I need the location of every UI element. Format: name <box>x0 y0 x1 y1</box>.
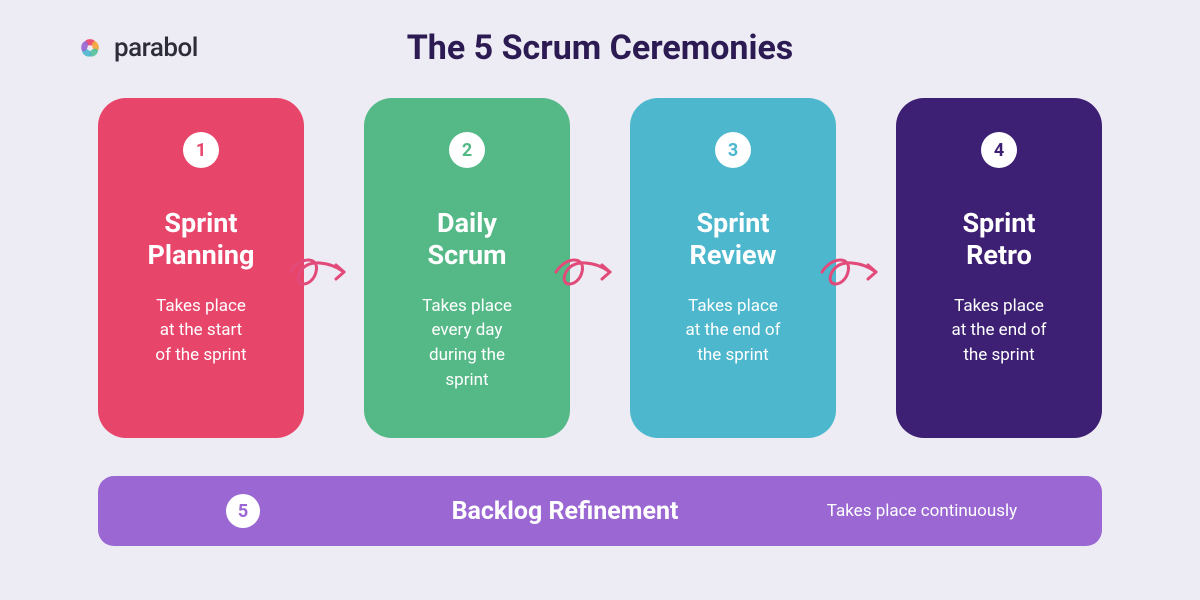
ceremony-title: Daily Scrum <box>427 208 506 272</box>
ceremony-card: 1 Sprint Planning Takes place at the start… <box>98 98 304 438</box>
ceremony-title: Backlog Refinement <box>358 497 772 526</box>
backlog-refinement-bar: 5 Backlog Refinement Takes place continu… <box>98 476 1102 546</box>
footer-badge-wrap: 5 <box>128 494 358 528</box>
ceremony-number: 1 <box>196 140 206 161</box>
ceremony-number: 4 <box>994 140 1004 161</box>
ceremony-number-badge: 4 <box>981 132 1017 168</box>
ceremony-desc: Takes place at the start of the sprint <box>155 294 246 368</box>
ceremony-number-badge: 1 <box>183 132 219 168</box>
ceremony-desc: Takes place at the end of the sprint <box>686 294 781 368</box>
ceremony-number: 5 <box>238 501 248 522</box>
page-title: The 5 Scrum Ceremonies <box>0 28 1200 68</box>
ceremony-card: 4 Sprint Retro Takes place at the end of t… <box>896 98 1102 438</box>
ceremony-number-badge: 3 <box>715 132 751 168</box>
ceremony-desc: Takes place continuously <box>772 501 1072 521</box>
ceremony-title: Sprint Planning <box>148 208 255 272</box>
ceremony-card: 2 Daily Scrum Takes place every day during… <box>364 98 570 438</box>
ceremony-title: Sprint Retro <box>962 208 1035 272</box>
ceremony-number: 3 <box>728 140 738 161</box>
ceremony-cards-row: 1 Sprint Planning Takes place at the start… <box>98 98 1102 438</box>
ceremony-desc: Takes place every day during the sprint <box>422 294 512 393</box>
ceremony-number: 2 <box>462 140 472 161</box>
ceremony-desc: Takes place at the end of the sprint <box>952 294 1047 368</box>
ceremony-number-badge: 5 <box>226 494 260 528</box>
ceremony-title: Sprint Review <box>690 208 777 272</box>
ceremony-card: 3 Sprint Review Takes place at the end of … <box>630 98 836 438</box>
ceremony-number-badge: 2 <box>449 132 485 168</box>
